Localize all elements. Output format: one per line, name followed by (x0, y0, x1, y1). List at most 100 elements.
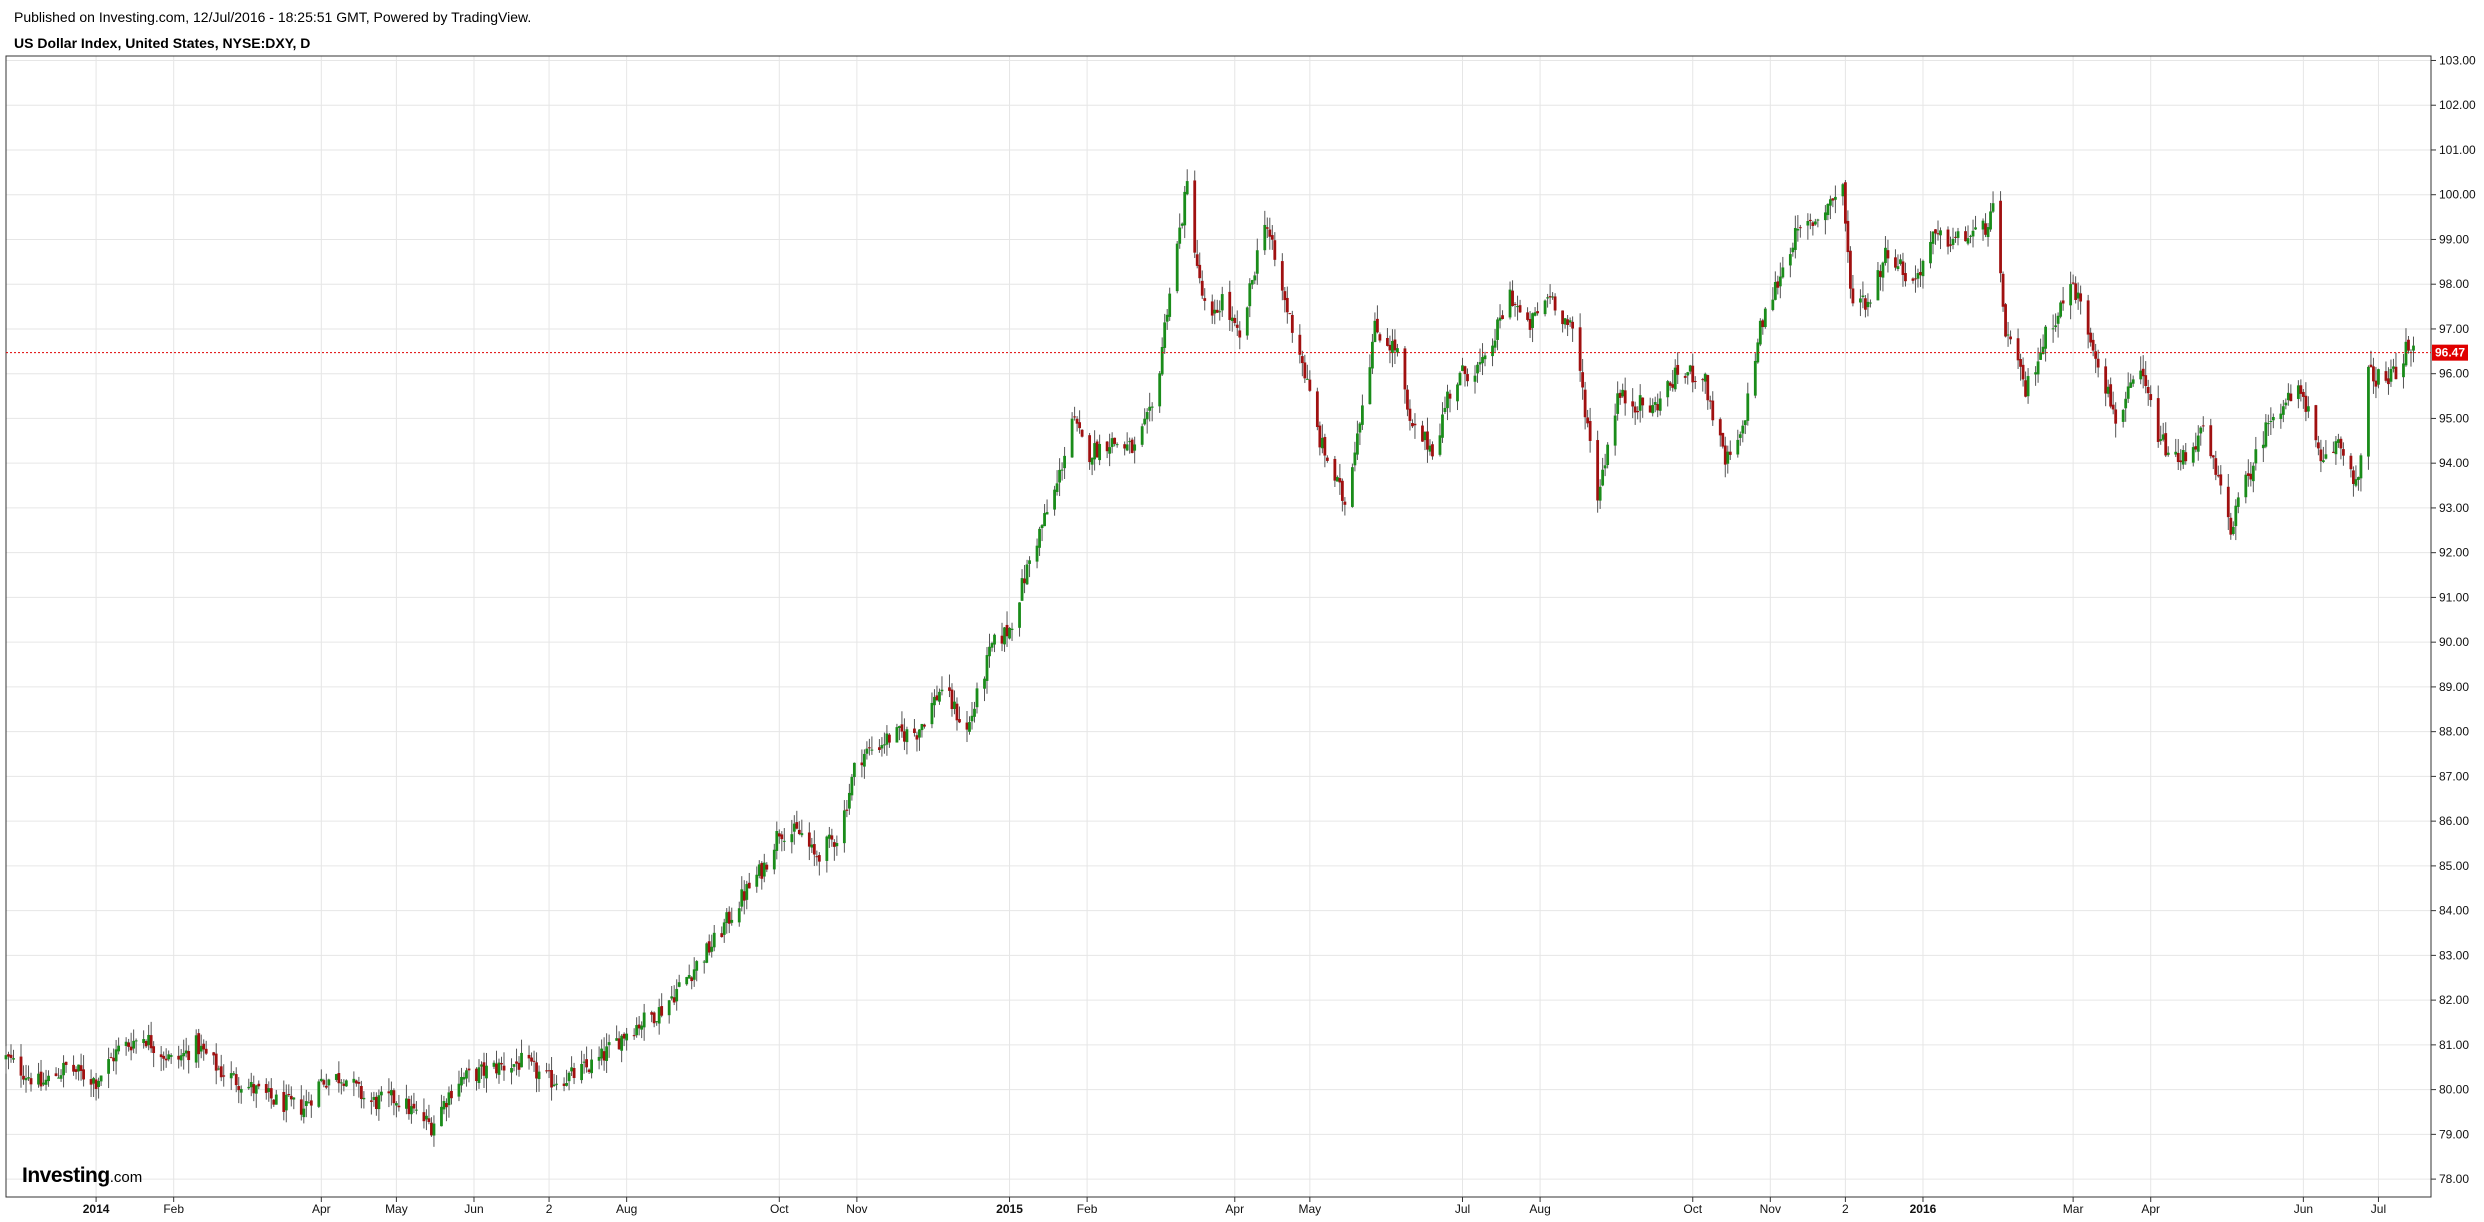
candle-down (2352, 470, 2355, 484)
candle-up (480, 1064, 483, 1067)
candle-down (1270, 235, 1274, 240)
time-tick-label: Jul (2371, 1202, 2386, 1216)
candle-down (357, 1081, 361, 1084)
candle-down (1761, 320, 1765, 328)
candle-down (2201, 425, 2205, 427)
candle-up (850, 776, 854, 796)
candle-down (9, 1054, 13, 1058)
candle-down (1421, 425, 1424, 442)
candle-up (1884, 247, 1887, 263)
candle-up (317, 1081, 321, 1107)
candle-down (1300, 356, 1304, 364)
candle-up (940, 689, 944, 692)
price-tick-label: 83.00 (2439, 948, 2469, 962)
candle-up (993, 634, 996, 645)
candle-down (1526, 312, 1529, 320)
time-tick-label: May (385, 1202, 408, 1216)
candle-up (705, 943, 709, 963)
candle-up (655, 1021, 659, 1023)
candle-down (1849, 250, 1852, 289)
candle-down (445, 1103, 448, 1108)
candle-down (2184, 452, 2188, 462)
candle-up (1881, 262, 1885, 278)
candle-up (755, 874, 759, 887)
candle-up (740, 889, 744, 907)
candle-up (1428, 445, 1432, 452)
time-tick-label: 2 (546, 1202, 553, 1216)
candle-down (1338, 478, 1342, 483)
candle-up (1070, 418, 1074, 458)
candle-down (760, 862, 764, 879)
candle-up (142, 1039, 146, 1044)
candle-down (1843, 182, 1847, 224)
candle-down (1413, 423, 1417, 426)
candle-down (2319, 449, 2323, 462)
candle-up (1353, 452, 1357, 466)
candle-up (1841, 184, 1845, 197)
last-price-marker: 96.47 (2432, 344, 2468, 361)
candle-up (1063, 455, 1066, 469)
candle-up (2254, 449, 2258, 464)
candle-up (2034, 372, 2037, 375)
candle-down (535, 1062, 538, 1079)
candle-down (1633, 406, 1637, 413)
candle-down (562, 1083, 566, 1086)
price-tick-label: 100.00 (2439, 188, 2476, 202)
price-axis[interactable]: 103.00 102.00 101.00 100.00 99.00 98.00 97.00 9… (2431, 53, 2476, 1186)
candle-up (1008, 627, 1011, 639)
candle-up (1045, 512, 1049, 515)
candle-up (677, 982, 681, 987)
time-tick-label: 2 (1842, 1202, 1849, 1216)
candle-up (842, 810, 846, 844)
candle-up (2026, 376, 2030, 397)
candle-up (2404, 341, 2408, 366)
investing-logo: Investing.com (22, 1164, 142, 1188)
candle-up (582, 1061, 586, 1063)
candle-down (89, 1079, 93, 1085)
candle-up (810, 844, 814, 848)
candle-up (895, 727, 899, 743)
candle-down (2304, 395, 2308, 412)
candle-up (2281, 406, 2285, 415)
candle-up (762, 862, 766, 877)
candle-up (1686, 372, 1690, 376)
candle-up (1248, 283, 1252, 307)
candle-up (2124, 398, 2128, 409)
candle-up (1438, 435, 1442, 455)
candle-down (1641, 397, 1645, 406)
price-tick-label: 84.00 (2439, 904, 2469, 918)
candle-up (1736, 439, 1740, 455)
candle-down (2061, 300, 2065, 304)
candle-up (2159, 439, 2163, 441)
candle-down (1999, 200, 2002, 274)
candle-up (2392, 366, 2395, 369)
candle-up (1178, 227, 1182, 244)
candle-up (667, 1000, 671, 1016)
candle-down (1718, 419, 1722, 436)
candle-down (2079, 293, 2083, 302)
candle-down (1901, 261, 1905, 275)
candle-up (247, 1086, 251, 1089)
candle-up (1040, 525, 1044, 529)
candle-up (1899, 259, 1902, 264)
candle-up (880, 745, 884, 749)
candle-up (2006, 334, 2010, 336)
candle-down (282, 1091, 286, 1112)
candle-up (2284, 402, 2288, 406)
candle-down (1333, 458, 1337, 481)
candle-up (835, 843, 839, 847)
candle-up (2357, 477, 2360, 480)
time-tick-label: Jun (464, 1202, 483, 1216)
candle-down (272, 1099, 276, 1105)
candle-down (1215, 309, 1219, 313)
candle-up (442, 1101, 446, 1110)
candle-up (4, 1055, 8, 1060)
candle-down (2111, 404, 2115, 410)
candle-up (600, 1048, 604, 1059)
candle-down (1561, 310, 1565, 325)
candle-up (737, 908, 741, 923)
candle-up (1929, 241, 1932, 264)
time-axis[interactable]: 2014 Feb Apr May Jun 2 Aug Oct Nov 2015 Feb Apr May J… (83, 1197, 2386, 1216)
candle-up (1128, 441, 1132, 443)
